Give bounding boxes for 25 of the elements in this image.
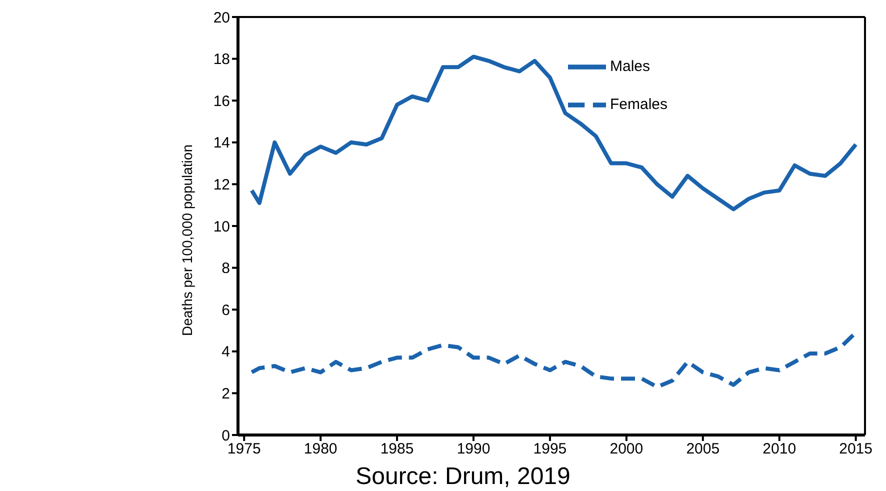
source-note: Source: Drum, 2019 [354,463,572,491]
x-tick-label: 1975 [227,440,261,458]
x-tick-label: 2000 [610,440,644,458]
y-tick-label: 0 [222,427,230,444]
y-tick-label: 8 [222,260,230,278]
line-series [250,54,858,212]
legend-label: Males [610,58,650,76]
x-tick-label: 1990 [456,440,490,458]
y-tick-label: 6 [222,302,230,319]
y-tick-label: 4 [222,344,230,361]
y-tick-label: 12 [213,176,230,194]
y-axis-title: Deaths per 100,000 population [178,144,195,336]
x-tick-label: 2005 [686,440,720,458]
y-tick-label: 2 [222,386,230,403]
x-tick-label: 2010 [762,440,796,458]
y-tick-label: 10 [213,218,230,236]
x-tick-label: 1995 [533,440,567,458]
x-tick-label: 1980 [304,440,338,458]
legend-label: Females [610,96,668,114]
y-tick-label: 20 [213,9,230,26]
y-tick-label: 18 [213,51,230,68]
y-tick-label: 14 [213,134,230,152]
y-tick-label: 16 [213,92,230,110]
x-tick-label: 1985 [380,440,414,458]
x-tick-label: 2015 [839,440,873,458]
